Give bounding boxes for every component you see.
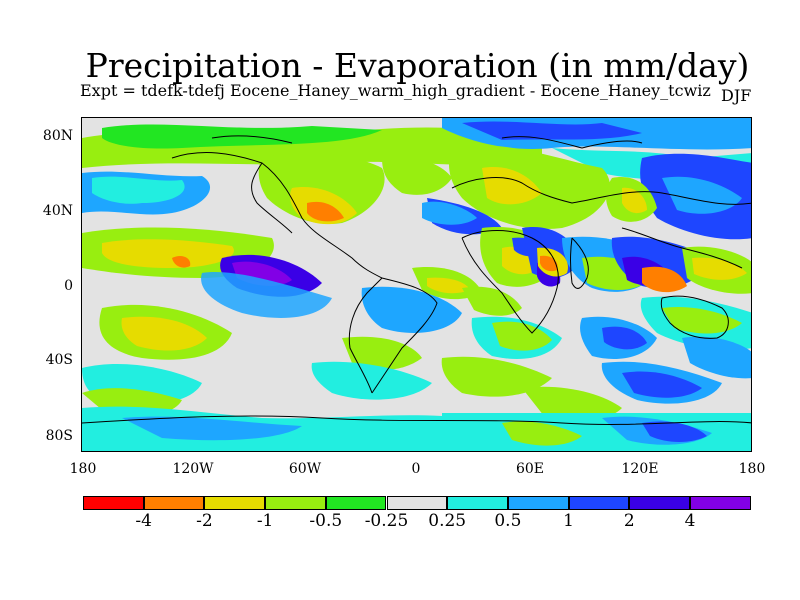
map-panel — [81, 117, 752, 452]
lat-label-40n: 40N — [42, 203, 73, 219]
lat-label-0: 0 — [64, 278, 73, 294]
colorbar-level-label: -2 — [196, 511, 213, 531]
colorbar-box — [204, 496, 266, 510]
lat-label-80s: 80S — [45, 428, 73, 444]
colorbar-level-label: 4 — [684, 511, 696, 531]
map-field-svg — [82, 118, 751, 451]
colorbar-box — [629, 496, 690, 510]
experiment-subtitle: Expt = tdefk-tdefj Eocene_Haney_warm_hig… — [80, 81, 711, 100]
colorbar-box — [83, 496, 144, 510]
lon-label-180e: 180 — [738, 461, 766, 477]
colorbar-level-label: -4 — [135, 511, 152, 531]
lon-label-60w: 60W — [288, 461, 322, 477]
lat-label-40s: 40S — [45, 352, 73, 368]
colorbar-level-label: -0.25 — [364, 511, 409, 531]
lon-label-120w: 120W — [172, 461, 214, 477]
season-label: DJF — [721, 86, 752, 105]
colorbar-box — [690, 496, 751, 510]
lat-label-80n: 80N — [42, 128, 73, 144]
colorbar-level-label: -1 — [256, 511, 274, 531]
plot-title: Precipitation - Evaporation (in mm/day) — [85, 46, 750, 85]
lon-label-60e: 60E — [515, 461, 545, 477]
colorbar-level-label: 2 — [623, 511, 635, 531]
colorbar-box — [447, 496, 508, 510]
colorbar-box — [507, 496, 569, 510]
colorbar-level-label: 0.5 — [494, 511, 522, 531]
colorbar-box — [265, 496, 326, 510]
colorbar-box — [325, 496, 387, 510]
lon-label-180w: 180 — [69, 461, 97, 477]
colorbar-box — [386, 496, 448, 510]
field-patches — [82, 118, 751, 451]
colorbar-level-label: 1 — [563, 511, 574, 531]
lon-label-120e: 120E — [621, 461, 659, 477]
lon-label-0: 0 — [411, 461, 421, 477]
coastlines — [82, 135, 751, 425]
colorbar-level-label: -0.5 — [309, 511, 343, 531]
colorbar-box — [568, 496, 630, 510]
colorbar-box — [143, 496, 205, 510]
colorbar-level-label: 0.25 — [428, 511, 467, 531]
